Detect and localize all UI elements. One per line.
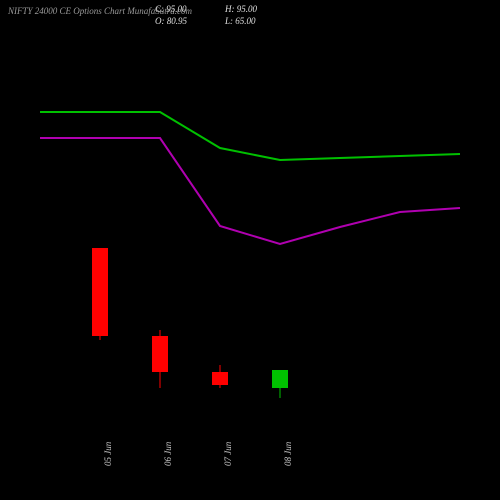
close-label: C: bbox=[155, 4, 164, 14]
high-value: 95.00 bbox=[237, 4, 257, 14]
upper-indicator-line bbox=[40, 112, 460, 160]
chart-svg bbox=[0, 30, 500, 430]
x-axis-tick-label: 07 Jun bbox=[223, 442, 233, 466]
candle-body bbox=[92, 248, 108, 336]
low-label: L: bbox=[225, 16, 233, 26]
candle-body bbox=[212, 372, 228, 385]
ohlc-summary: C: 95.00 H: 95.00 O: 80.95 L: 65.00 bbox=[155, 4, 295, 27]
x-axis-tick-label: 06 Jun bbox=[163, 442, 173, 466]
x-axis-labels: 05 Jun 06 Jun 07 Jun 08 Jun bbox=[0, 434, 500, 494]
high-label: H: bbox=[225, 4, 235, 14]
open-value: 80.95 bbox=[167, 16, 187, 26]
open-label: O: bbox=[155, 16, 165, 26]
candle-body bbox=[152, 336, 168, 372]
chart-plot-area bbox=[0, 30, 500, 430]
x-axis-tick-label: 05 Jun bbox=[103, 442, 113, 466]
x-axis-tick-label: 08 Jun bbox=[283, 442, 293, 466]
candlestick-series bbox=[92, 248, 288, 398]
low-value: 65.00 bbox=[235, 16, 255, 26]
close-value: 95.00 bbox=[166, 4, 186, 14]
candle-body bbox=[272, 370, 288, 388]
